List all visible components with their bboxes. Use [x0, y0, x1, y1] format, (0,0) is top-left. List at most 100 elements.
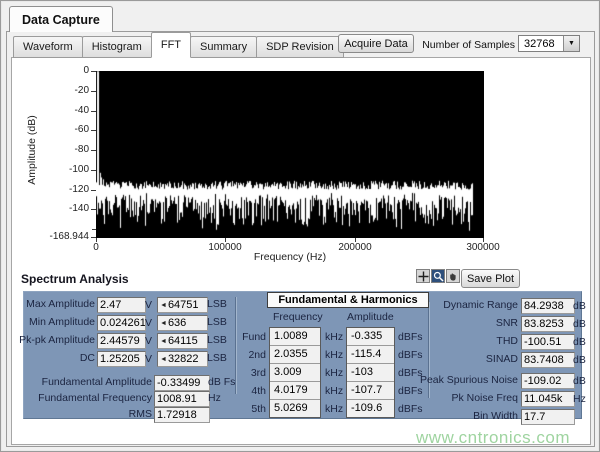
metric-value-field: -100.51 [521, 334, 575, 350]
harmonic-frequency-unit: kHz [325, 349, 344, 361]
metric-unit: dB [573, 375, 586, 387]
clip-arrow-icon: ◄ [160, 320, 167, 327]
harmonic-amplitude-value: -107.7 [347, 382, 394, 399]
metric-row-label: SINAD [485, 353, 518, 365]
tab-data-capture[interactable]: Data Capture [9, 6, 113, 32]
number-of-samples-combo[interactable]: 32768 ▼ [518, 35, 580, 52]
fundamental-unit: dB Fs [208, 376, 236, 388]
fundamental-value-field: 1.72918 [154, 407, 210, 423]
number-of-samples-value: 32768 [524, 37, 555, 50]
frequency-column-header: Frequency [273, 311, 323, 323]
combo-dropdown-button[interactable]: ▼ [563, 36, 579, 51]
harmonic-row-label: 5th [251, 403, 266, 415]
tick-mark [91, 130, 96, 131]
metric-row-label: THD [496, 335, 518, 347]
lsb-unit: LSB [207, 298, 227, 310]
amplitude-row-label: DC [79, 352, 95, 364]
harmonic-row-label: 2nd [248, 349, 266, 361]
tick-label: 0 [93, 242, 99, 253]
spectrum-analysis-heading: Spectrum Analysis [21, 272, 129, 286]
fft-plot[interactable] [96, 71, 484, 238]
metric-value-field: 83.8253 [521, 316, 575, 332]
window-tab-label: Data Capture [22, 12, 100, 27]
clip-arrow-icon: ◄ [160, 356, 167, 363]
tick-label: 100000 [208, 242, 242, 253]
tick-mark [355, 238, 356, 242]
amplitude-row-label: Max Amplitude [26, 298, 95, 310]
harmonic-amplitude-unit: dBFs [398, 331, 423, 343]
clip-arrow-icon: ◄ [160, 338, 167, 345]
fundamental-row-label: Fundamental Frequency [38, 392, 152, 404]
tick-label: -20 [74, 85, 89, 96]
tick-label: 300000 [466, 242, 500, 253]
harmonic-amplitude-unit: dBFs [398, 349, 423, 361]
tick-mark [91, 170, 96, 171]
chevron-down-icon: ▼ [568, 40, 575, 47]
harmonic-frequency-value: 1.0089 [270, 328, 320, 345]
graph-tools-palette [416, 269, 460, 283]
zoom-magnifier-icon[interactable] [431, 269, 445, 283]
tab-fft[interactable]: FFT [150, 32, 192, 58]
harmonic-amplitude-unit: dBFs [398, 403, 423, 415]
volts-field: 0.0242615 [97, 315, 146, 331]
harmonic-frequency-value: 4.0179 [270, 382, 320, 399]
tick-mark [92, 229, 96, 230]
tick-mark [91, 71, 96, 72]
metric-unit: dB [573, 336, 586, 348]
harmonic-amplitude-unit: dBFs [398, 367, 423, 379]
metric-row-label: SNR [495, 317, 518, 329]
tick-mark [91, 209, 96, 210]
harmonics-title: Fundamental & Harmonics [267, 292, 429, 308]
tab-histogram[interactable]: Histogram [81, 36, 152, 58]
tab-summary[interactable]: Summary [190, 36, 258, 58]
lsb-unit: LSB [207, 352, 227, 364]
harmonic-amplitude-value: -109.6 [347, 400, 394, 417]
watermark: www.cntronics.com [416, 428, 570, 447]
acquire-data-button[interactable]: Acquire Data [338, 34, 414, 53]
volts-unit: V [145, 335, 153, 347]
harmonic-frequency-value: 5.0269 [270, 400, 320, 417]
volts-unit: V [145, 299, 153, 311]
panel-separator [428, 302, 430, 398]
harmonics-frequency-column: 1.0089 2.0355 3.009 4.0179 5.0269 [269, 327, 321, 418]
pan-hand-icon[interactable] [446, 269, 460, 283]
metric-row-label: Bin Width [473, 410, 518, 422]
harmonic-amplitude-value: -103 [347, 364, 394, 381]
tick-label: -60 [74, 124, 89, 135]
metric-value-field: 17.7 [521, 409, 575, 425]
tab-sdp-revision[interactable]: SDP Revision [256, 36, 344, 58]
metric-unit: Hz [573, 393, 586, 405]
tick-mark [225, 238, 226, 242]
save-plot-button[interactable]: Save Plot [461, 269, 520, 288]
harmonic-row-label: 3rd [250, 367, 266, 379]
tick-label: -120 [68, 184, 89, 195]
metric-row-label: Dynamic Range [443, 299, 518, 311]
tick-label: 0 [83, 65, 89, 76]
tick-mark [91, 237, 96, 238]
metric-value-field: 84.2938 [521, 298, 575, 314]
harmonic-frequency-unit: kHz [325, 331, 344, 343]
harmonic-amplitude-value: -0.335 [347, 328, 394, 345]
cursor-crosshair-icon[interactable] [416, 269, 430, 283]
tick-mark [91, 190, 96, 191]
tick-label: -40 [74, 105, 89, 116]
tick-mark [91, 150, 96, 151]
tick-label: -80 [74, 144, 89, 155]
lsb-unit: LSB [207, 316, 227, 328]
fundamental-value-field: -0.33499 [154, 375, 210, 391]
fundamental-value-field: 1008.91 [154, 391, 210, 407]
tick-mark [96, 238, 97, 242]
metric-value-field: 11.045k [521, 391, 575, 407]
harmonics-amplitude-column: -0.335 -115.4 -103 -107.7 -109.6 [346, 327, 395, 418]
harmonic-frequency-unit: kHz [325, 367, 344, 379]
volts-field: 2.44579 [97, 333, 146, 349]
metric-unit: dB [573, 318, 586, 330]
lsb-field: ◄636 [157, 315, 208, 331]
fundamental-unit: Hz [208, 392, 221, 404]
lsb-field: ◄32822 [157, 351, 208, 367]
spectrum-analysis-panel: Fundamental & Harmonics Frequency Amplit… [19, 291, 586, 425]
tab-waveform[interactable]: Waveform [13, 36, 83, 58]
volts-unit: V [145, 317, 153, 329]
harmonic-row-label: Fund [242, 331, 266, 343]
